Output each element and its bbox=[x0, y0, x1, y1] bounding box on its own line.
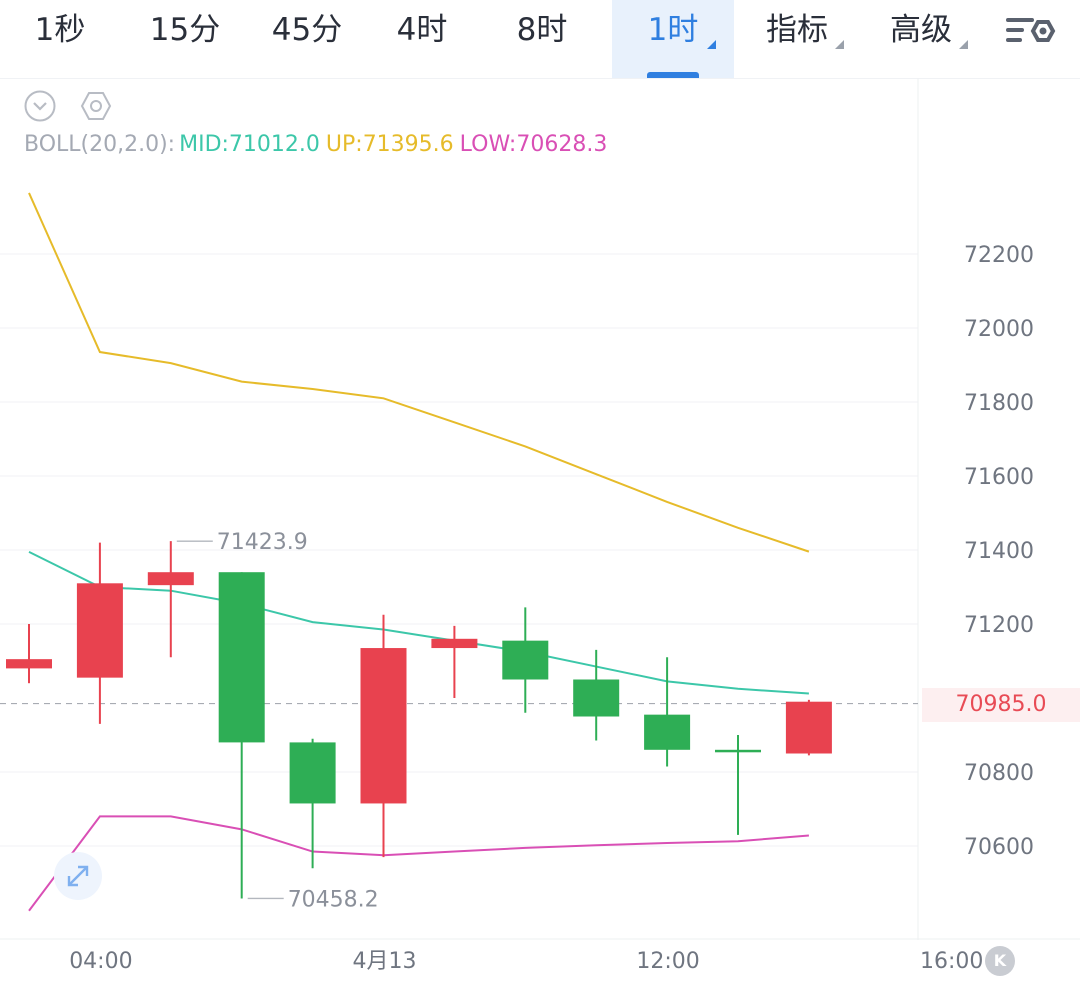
x-tick-label: 12:00 bbox=[636, 949, 699, 974]
tab-label: 45分 bbox=[271, 12, 343, 48]
tab-2[interactable]: 45分 bbox=[252, 0, 362, 78]
x-tick-label: 16:00 bbox=[920, 949, 983, 974]
candle-body bbox=[6, 659, 52, 669]
candlestick-chart[interactable]: 72200 72000 71800 71600 71400 71200 70800 70600… bbox=[0, 78, 1080, 984]
tab-3[interactable]: 4时 bbox=[372, 0, 472, 78]
candle-body bbox=[218, 572, 265, 743]
tab-4[interactable]: 8时 bbox=[492, 0, 592, 78]
x-tick-label: 4月13 bbox=[353, 949, 417, 974]
candle-body bbox=[644, 714, 691, 750]
candle-body bbox=[715, 749, 761, 753]
candle-body bbox=[289, 742, 336, 804]
active-tab-underline bbox=[647, 72, 699, 78]
current-price-tag: 70985.0 bbox=[922, 688, 1080, 722]
boll-lower-line bbox=[28, 815, 809, 912]
candle-body bbox=[573, 679, 620, 717]
expand-arrows-icon[interactable] bbox=[54, 852, 102, 900]
boll-legend-up: UP:71395.6 bbox=[325, 132, 454, 157]
tab-0[interactable]: 1秒 bbox=[10, 0, 110, 78]
boll-mid-line bbox=[28, 550, 809, 695]
candle-body bbox=[502, 640, 549, 680]
annotation-label: 71423.9 bbox=[217, 530, 308, 555]
boll-upper-line bbox=[28, 192, 810, 553]
y-tick-label: 72200 bbox=[964, 243, 1034, 268]
tab-label: 1时 bbox=[647, 12, 699, 48]
hexagon-settings-icon[interactable] bbox=[80, 90, 112, 122]
k-badge-icon[interactable]: K bbox=[985, 946, 1015, 976]
settings-sliders-icon[interactable] bbox=[1000, 8, 1060, 56]
y-tick-label: 71400 bbox=[964, 539, 1034, 564]
tab-1[interactable]: 15分 bbox=[130, 0, 240, 78]
candle-body bbox=[360, 648, 407, 804]
candle-body bbox=[76, 583, 123, 678]
candle-body bbox=[431, 638, 478, 649]
tab-7[interactable]: 高级 bbox=[860, 0, 982, 78]
boll-legend-name: BOLL(20,2.0): bbox=[24, 132, 176, 157]
y-tick-label: 70600 bbox=[964, 835, 1034, 860]
dropdown-triangle-icon bbox=[835, 40, 844, 49]
y-tick-label: 71200 bbox=[964, 613, 1034, 638]
tab-label: 15分 bbox=[149, 12, 221, 48]
candle-body bbox=[147, 572, 194, 586]
tab-5[interactable]: 1时 bbox=[612, 0, 734, 78]
tab-label: 8时 bbox=[516, 12, 568, 48]
tab-label: 1秒 bbox=[34, 12, 86, 48]
candle-body bbox=[785, 701, 832, 754]
y-tick-label: 71600 bbox=[964, 465, 1034, 490]
x-tick-label: 04:00 bbox=[69, 949, 132, 974]
timeframe-tab-bar: 1秒 15分 45分 4时 8时 1时 指标 高级 bbox=[0, 0, 1080, 79]
annotation-label: 70458.2 bbox=[288, 887, 379, 912]
chevron-down-icon[interactable] bbox=[24, 90, 56, 122]
tab-label: 4时 bbox=[396, 12, 448, 48]
boll-legend-low: LOW:70628.3 bbox=[459, 132, 608, 157]
y-tick-label: 71800 bbox=[964, 391, 1034, 416]
tab-6[interactable]: 指标 bbox=[736, 0, 858, 78]
y-tick-label: 70800 bbox=[964, 761, 1034, 786]
y-tick-label: 72000 bbox=[964, 317, 1034, 342]
boll-legend-mid: MID:71012.0 bbox=[179, 132, 320, 157]
boll-legend: BOLL(20,2.0): MID:71012.0 UP:71395.6 LOW:70… bbox=[24, 132, 613, 157]
tab-label: 指标 bbox=[766, 12, 828, 48]
dropdown-triangle-icon bbox=[707, 40, 716, 49]
tab-label: 高级 bbox=[890, 12, 952, 48]
dropdown-triangle-icon bbox=[959, 40, 968, 49]
